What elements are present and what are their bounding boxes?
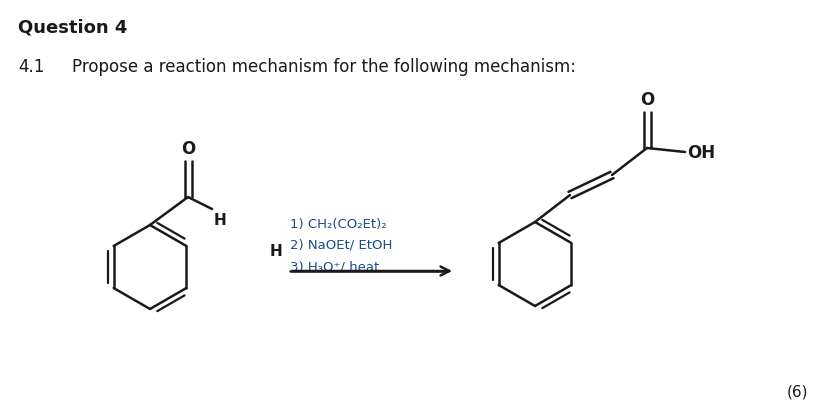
Text: Propose a reaction mechanism for the following mechanism:: Propose a reaction mechanism for the fol… [72,58,576,76]
Text: 4.1: 4.1 [18,58,44,76]
Text: O: O [640,91,654,109]
Text: H: H [269,244,282,259]
Text: H: H [214,213,227,228]
Text: 3) H₃O⁺/ heat: 3) H₃O⁺/ heat [290,259,379,272]
Text: (6): (6) [787,384,808,399]
Text: O: O [181,140,195,158]
Text: Question 4: Question 4 [18,18,127,36]
Text: OH: OH [687,144,715,162]
Text: 1) CH₂(CO₂Et)₂: 1) CH₂(CO₂Et)₂ [290,217,387,230]
Text: 2) NaOEt/ EtOH: 2) NaOEt/ EtOH [290,239,393,252]
